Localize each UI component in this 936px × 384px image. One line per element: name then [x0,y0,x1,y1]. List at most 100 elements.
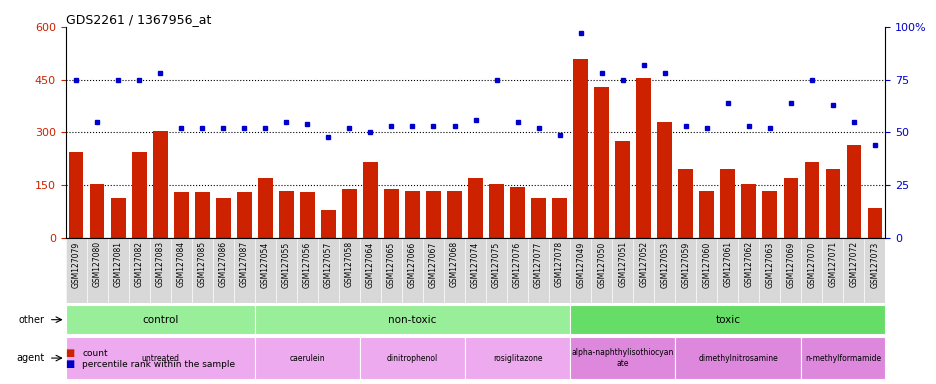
Bar [255,337,359,379]
Text: GSM127081: GSM127081 [113,242,123,287]
Bar [464,337,569,379]
Bar [446,190,461,238]
Text: GDS2261 / 1367956_at: GDS2261 / 1367956_at [66,13,211,26]
Text: rosiglitazone: rosiglitazone [492,354,542,362]
Text: dimethylnitrosamine: dimethylnitrosamine [697,354,778,362]
Text: GSM127063: GSM127063 [765,242,773,288]
Bar [698,190,713,238]
Bar [404,190,419,238]
Text: GSM127065: GSM127065 [387,242,396,288]
Bar [636,78,651,238]
Bar [489,184,504,238]
Text: ■: ■ [66,359,75,369]
Bar [867,208,882,238]
Text: control: control [142,314,178,325]
Text: dinitrophenol: dinitrophenol [387,354,438,362]
Text: count: count [82,349,108,358]
Bar [804,162,818,238]
Bar [569,337,675,379]
Bar [426,190,440,238]
Bar [657,122,671,238]
Bar [782,178,797,238]
Text: GSM127058: GSM127058 [344,242,354,288]
Bar [257,178,272,238]
Bar [90,184,105,238]
Text: GSM127087: GSM127087 [240,242,249,288]
Text: GSM127053: GSM127053 [660,242,668,288]
Text: GSM127086: GSM127086 [218,242,227,288]
Text: GSM127060: GSM127060 [701,242,710,288]
Bar [237,192,252,238]
Bar [215,198,230,238]
Text: GSM127061: GSM127061 [723,242,732,288]
Text: GSM127054: GSM127054 [260,242,270,288]
Text: agent: agent [16,353,45,363]
Bar [573,59,588,238]
Text: GSM127083: GSM127083 [155,242,165,288]
Bar [615,141,629,238]
Text: GSM127050: GSM127050 [596,242,606,288]
Bar [359,337,464,379]
Bar [740,184,755,238]
Text: percentile rank within the sample: percentile rank within the sample [82,361,235,369]
Text: GSM127066: GSM127066 [407,242,417,288]
Text: GSM127078: GSM127078 [554,242,563,288]
Text: GSM127051: GSM127051 [618,242,626,288]
Bar [845,145,860,238]
Text: other: other [19,314,45,325]
Text: GSM127070: GSM127070 [807,242,815,288]
Text: GSM127068: GSM127068 [449,242,459,288]
Text: GSM127085: GSM127085 [197,242,207,288]
Bar [825,169,840,238]
Text: GSM127079: GSM127079 [71,242,80,288]
Text: GSM127064: GSM127064 [366,242,374,288]
Text: GSM127074: GSM127074 [471,242,479,288]
Text: GSM127080: GSM127080 [93,242,101,288]
Bar [110,198,125,238]
Text: n-methylformamide: n-methylformamide [805,354,881,362]
Bar [255,305,569,334]
Bar [195,192,210,238]
Text: toxic: toxic [714,314,739,325]
Text: GSM127067: GSM127067 [429,242,437,288]
Text: GSM127075: GSM127075 [491,242,501,288]
Bar [321,210,335,238]
Text: alpha-naphthylisothiocyan
ate: alpha-naphthylisothiocyan ate [571,348,673,368]
Bar [300,192,314,238]
Bar [675,337,800,379]
Bar [569,305,885,334]
Bar [66,305,255,334]
Text: GSM127073: GSM127073 [870,242,879,288]
Bar [68,152,83,238]
Text: GSM127069: GSM127069 [785,242,795,288]
Text: caerulein: caerulein [289,354,325,362]
Bar [342,189,357,238]
Text: GSM127062: GSM127062 [743,242,753,288]
Bar [762,190,776,238]
Text: GSM127077: GSM127077 [534,242,543,288]
Bar [593,87,608,238]
Bar [279,190,293,238]
Text: GSM127059: GSM127059 [680,242,690,288]
Bar [468,178,482,238]
Text: ■: ■ [66,348,75,358]
Text: GSM127052: GSM127052 [638,242,648,288]
Bar [174,192,188,238]
Text: GSM127049: GSM127049 [576,242,584,288]
Bar [800,337,885,379]
Text: untreated: untreated [141,354,179,362]
Bar [66,337,255,379]
Text: GSM127076: GSM127076 [513,242,521,288]
Text: GSM127055: GSM127055 [282,242,290,288]
Bar [531,198,546,238]
Bar [678,169,693,238]
Text: GSM127071: GSM127071 [827,242,837,288]
Bar [551,198,566,238]
Text: GSM127072: GSM127072 [849,242,857,288]
Bar [132,152,146,238]
Text: GSM127057: GSM127057 [324,242,332,288]
Bar [362,162,377,238]
Text: non-toxic: non-toxic [388,314,436,325]
Text: GSM127084: GSM127084 [177,242,185,288]
Bar [384,189,399,238]
